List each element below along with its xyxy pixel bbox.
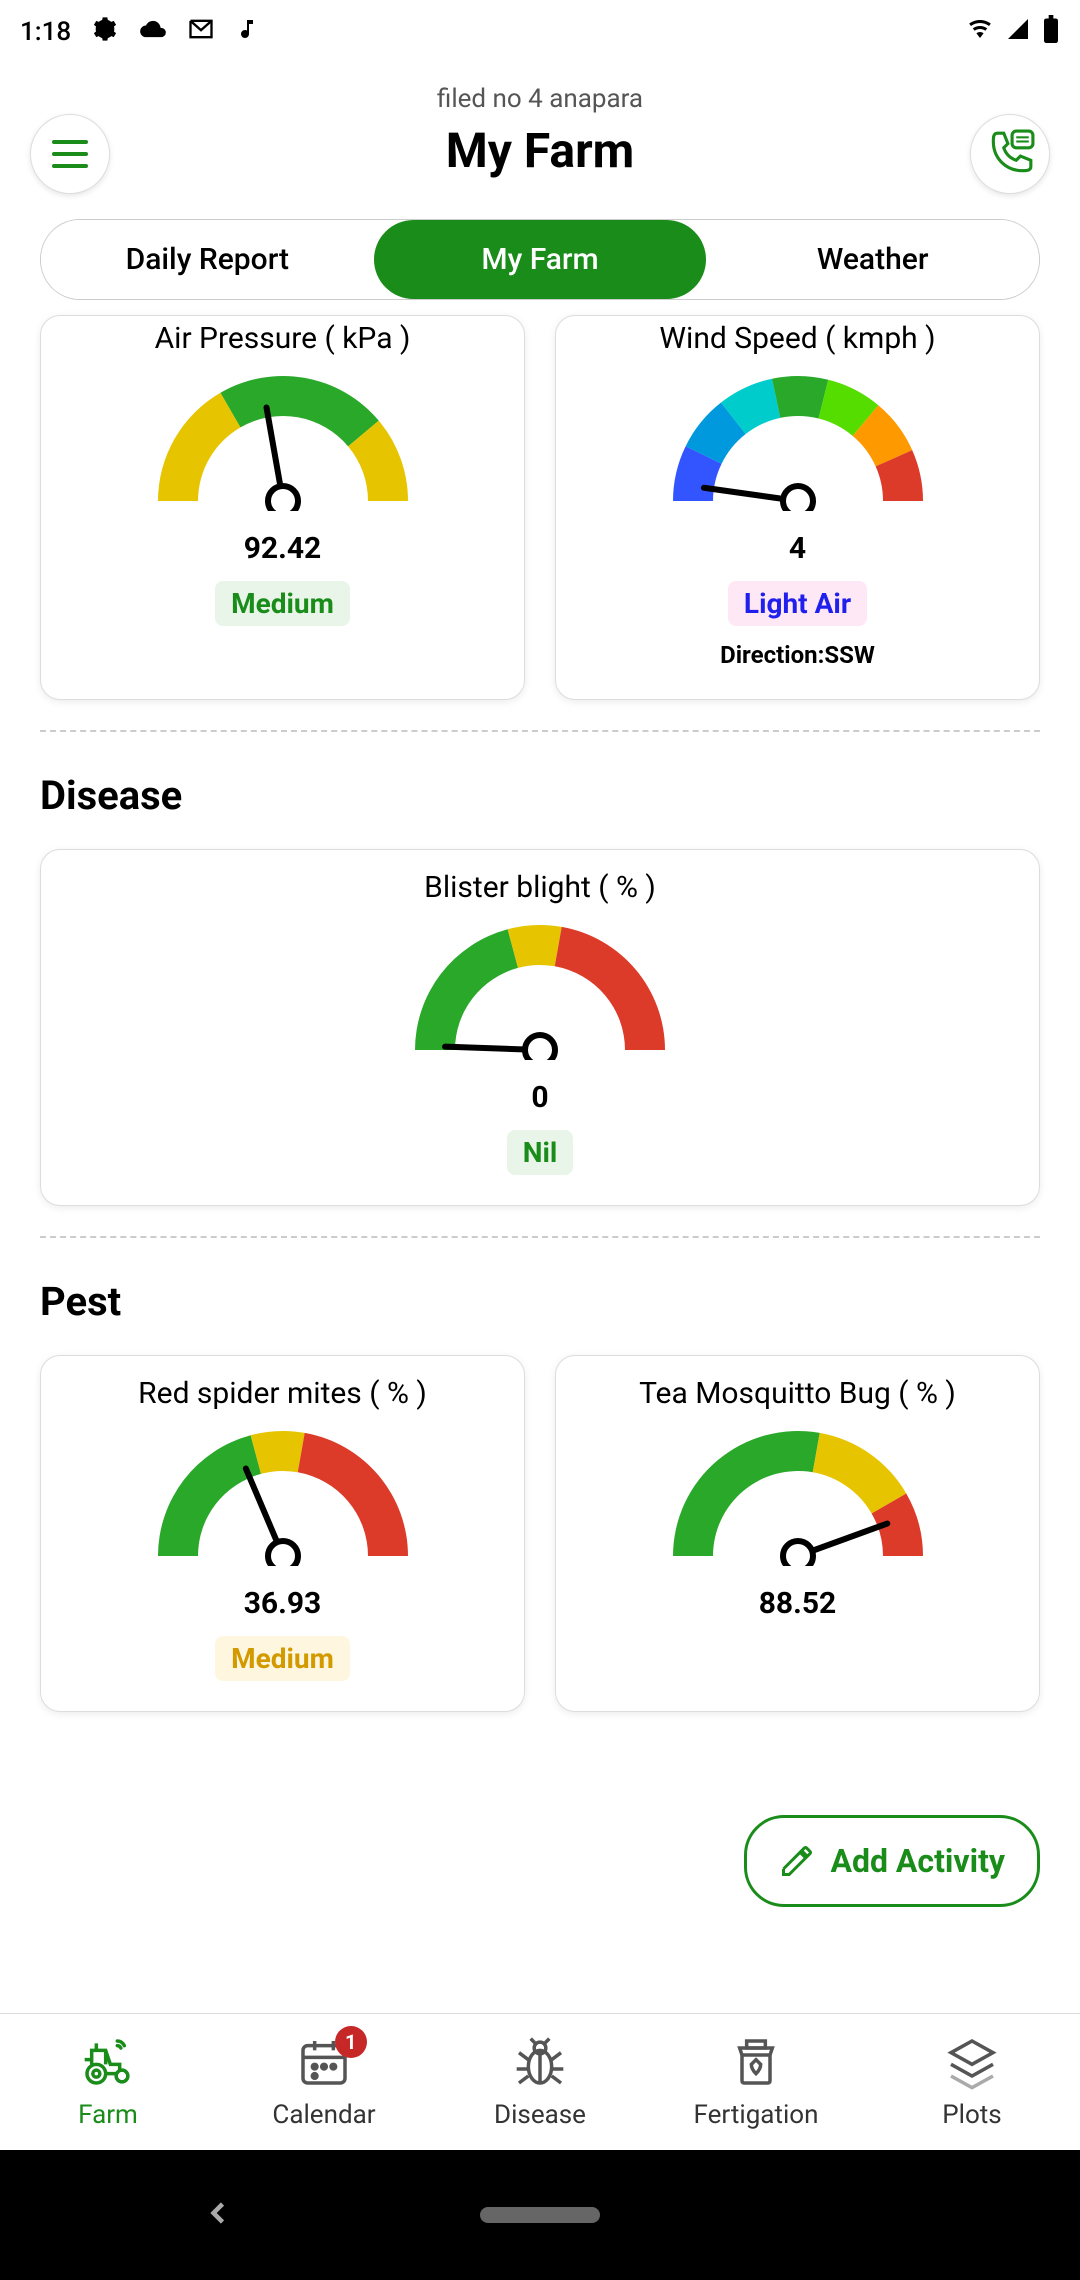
status-time: 1:18 (20, 17, 71, 47)
tea-mosquito-card[interactable]: Tea Mosquitto Bug ( % ) 88.52 (555, 1355, 1040, 1712)
card-value: 4 (571, 531, 1024, 566)
nav-label: Calendar (216, 2100, 432, 2130)
card-value: 0 (56, 1080, 1024, 1115)
gauge-air-pressure (153, 371, 413, 511)
nav-plots[interactable]: Plots (864, 2034, 1080, 2130)
mail-icon (187, 15, 215, 50)
bug-icon (512, 2034, 568, 2090)
battery-icon (1042, 15, 1060, 50)
nav-disease[interactable]: Disease (432, 2034, 648, 2130)
card-status: Medium (215, 581, 350, 626)
tab-daily-report[interactable]: Daily Report (41, 220, 374, 299)
section-pest: Pest (40, 1278, 1040, 1325)
card-title: Tea Mosquitto Bug ( % ) (571, 1376, 1024, 1411)
air-pressure-card[interactable]: Air Pressure ( kPa ) 92.42 Medium (40, 315, 525, 700)
gauge-mosquito (668, 1426, 928, 1566)
android-nav-bar (0, 2150, 1080, 2280)
phone-chat-icon (985, 129, 1035, 179)
fertigation-icon (728, 2034, 784, 2090)
gauge-spider (153, 1426, 413, 1566)
nav-label: Disease (432, 2100, 648, 2130)
call-button[interactable] (970, 114, 1050, 194)
section-disease: Disease (40, 772, 1040, 819)
card-status: Medium (215, 1636, 350, 1681)
gauge-blister (410, 920, 670, 1060)
nav-farm[interactable]: Farm (0, 2034, 216, 2130)
card-title: Wind Speed ( kmph ) (571, 321, 1024, 356)
card-title: Red spider mites ( % ) (56, 1376, 509, 1411)
page-title: My Farm (30, 122, 1050, 179)
nav-label: Plots (864, 2100, 1080, 2130)
card-sub: Direction:SSW (571, 641, 1024, 669)
menu-button[interactable] (30, 114, 110, 194)
tractor-icon (80, 2034, 136, 2090)
badge: 1 (335, 2026, 367, 2058)
content-area: Air Pressure ( kPa ) 92.42 Medium Wind S… (0, 315, 1080, 1712)
card-status: Light Air (728, 581, 867, 626)
sub-heading: filed no 4 anapara (30, 84, 1050, 114)
card-value: 92.42 (56, 531, 509, 566)
card-value: 36.93 (56, 1586, 509, 1621)
header: filed no 4 anapara My Farm (0, 64, 1080, 189)
nav-label: Fertigation (648, 2100, 864, 2130)
card-status: Nil (507, 1130, 574, 1175)
status-bar: 1:18 (0, 0, 1080, 64)
blister-blight-card[interactable]: Blister blight ( % ) 0 Nil (40, 849, 1040, 1206)
red-spider-card[interactable]: Red spider mites ( % ) 36.93 Medium (40, 1355, 525, 1712)
wind-speed-card[interactable]: Wind Speed ( kmph ) 4 Light Air Directio… (555, 315, 1040, 700)
add-activity-button[interactable]: Add Activity (744, 1815, 1040, 1907)
card-value: 88.52 (571, 1586, 1024, 1621)
card-title: Air Pressure ( kPa ) (56, 321, 509, 356)
signal-icon (1006, 17, 1030, 48)
music-icon (235, 15, 259, 50)
home-pill[interactable] (480, 2207, 600, 2223)
add-activity-label: Add Activity (830, 1842, 1005, 1880)
tab-my-farm[interactable]: My Farm (374, 220, 707, 299)
gauge-wind-speed (668, 371, 928, 511)
nav-label: Farm (0, 2100, 216, 2130)
cloud-icon (139, 15, 167, 50)
back-button[interactable] (200, 2195, 236, 2235)
nav-calendar[interactable]: 1 Calendar (216, 2034, 432, 2130)
card-title: Blister blight ( % ) (56, 870, 1024, 905)
gear-icon (91, 15, 119, 50)
tab-bar: Daily Report My Farm Weather (40, 219, 1040, 300)
wifi-icon (966, 17, 994, 48)
tab-weather[interactable]: Weather (706, 220, 1039, 299)
bottom-nav: Farm 1 Calendar Disease Fertigation Plot… (0, 2013, 1080, 2150)
edit-icon (779, 1843, 815, 1879)
layers-icon (944, 2034, 1000, 2090)
nav-fertigation[interactable]: Fertigation (648, 2034, 864, 2130)
